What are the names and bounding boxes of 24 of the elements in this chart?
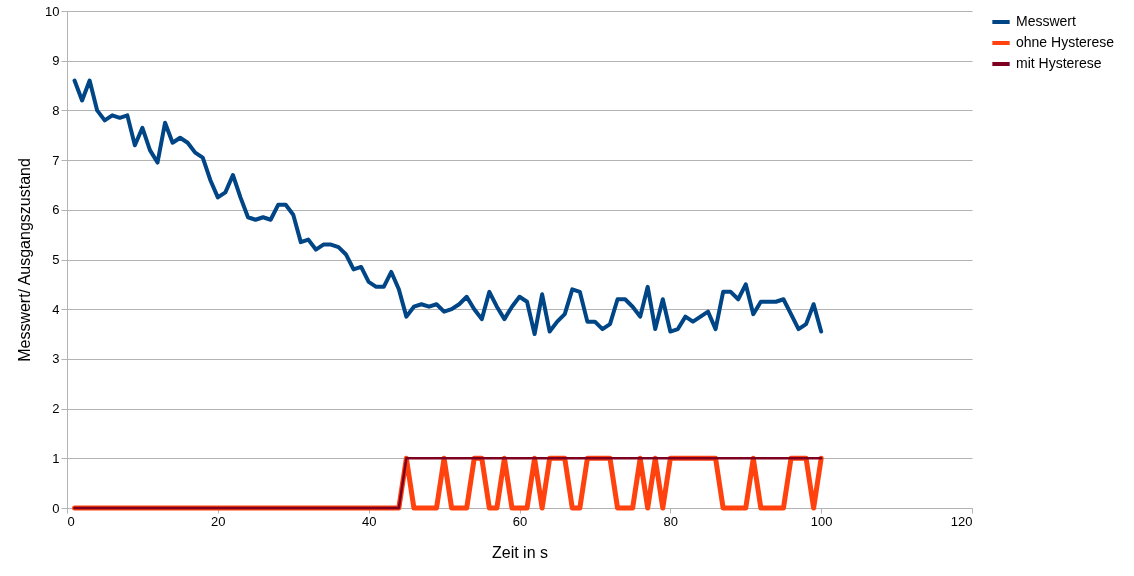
y-tick-label: 8: [52, 102, 60, 118]
y-tick-label: 5: [52, 252, 60, 267]
y-tick-label: 3: [52, 351, 60, 367]
y-tick-label: 7: [52, 152, 60, 168]
legend-label: Messwert: [1016, 13, 1077, 29]
y-tick-label: 4: [52, 301, 60, 317]
legend-label: ohne Hysterese: [1016, 34, 1115, 50]
line-series: [72, 78, 824, 337]
y-tick-label: 9: [52, 53, 60, 69]
x-axis-title: Zeit in s: [491, 543, 549, 561]
y-tick-label: 2: [52, 401, 60, 417]
x-tick-label: 120: [950, 513, 973, 529]
legend-label: mit Hysterese: [1016, 55, 1102, 71]
x-tick-label: 0: [67, 513, 75, 529]
y-axis-title: Messwert/ Ausgangszustand: [16, 158, 34, 362]
y-tick-label: 10: [45, 3, 60, 19]
x-tick-label: 80: [663, 513, 679, 529]
y-tick-label: 0: [52, 500, 60, 516]
x-tick-label: 40: [361, 513, 377, 529]
y-tick-label: 1: [52, 450, 60, 466]
x-tick-label: 100: [810, 513, 833, 529]
y-tick-label: 6: [52, 202, 60, 218]
x-tick-label: 60: [512, 513, 528, 529]
x-tick-label: 20: [211, 513, 226, 529]
